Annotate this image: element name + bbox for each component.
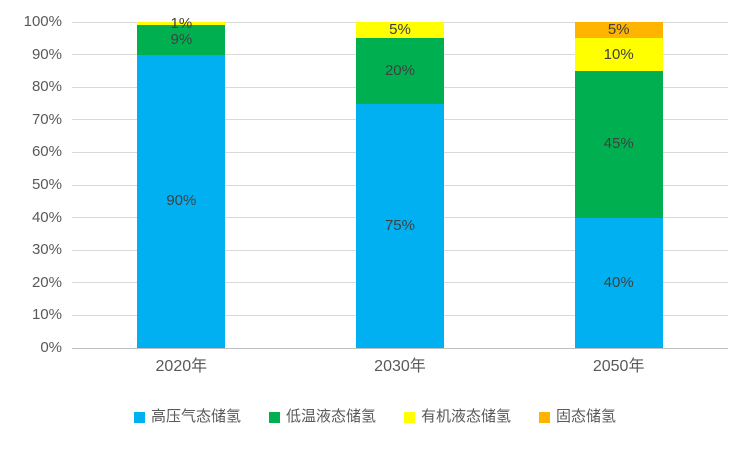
bar-segment: 45%	[574, 70, 663, 218]
data-label: 75%	[384, 216, 415, 234]
legend: 高压气态储氢 低温液态储氢 有机液态储氢 固态储氢	[0, 407, 750, 427]
y-tick-label: 40%	[31, 208, 62, 226]
x-axis: 2020年 2030年 2050年	[72, 356, 728, 380]
bar-column: 90% 9% 1%	[137, 15, 226, 348]
x-tick-label: 2020年	[155, 358, 208, 375]
y-tick-label: 90%	[31, 45, 62, 63]
bar-segment: 90%	[137, 54, 226, 348]
bar-slot: 75% 20% 5%	[291, 22, 510, 348]
legend-item: 有机液态储氢	[404, 407, 511, 427]
bar-column: 40% 45% 10% 5%	[574, 21, 663, 348]
bar-slot: 90% 9% 1%	[72, 15, 291, 348]
legend-swatch-icon	[539, 411, 551, 423]
bar-segment: 1%	[137, 15, 226, 31]
data-label: 5%	[389, 21, 411, 39]
data-label: 10%	[603, 45, 634, 63]
y-axis: 0% 10% 20% 30% 40% 50% 60% 70% 80% 90% 100%	[0, 13, 62, 356]
y-tick-label: 30%	[31, 241, 62, 259]
bar-segment: 10%	[574, 38, 663, 71]
data-label: 45%	[603, 135, 634, 153]
x-tick-label: 2050年	[592, 358, 645, 375]
y-tick-label: 100%	[23, 13, 62, 30]
bar-segment: 40%	[574, 217, 663, 348]
y-tick-label: 70%	[31, 110, 62, 128]
data-label: 40%	[603, 273, 634, 291]
legend-item: 低温液态储氢	[268, 407, 376, 427]
y-tick-label: 80%	[31, 78, 62, 96]
data-label: 1%	[170, 14, 193, 32]
plot-area: 90% 9% 1% 75% 20% 5% 40% 45% 10% 5%	[72, 15, 728, 349]
bar-column: 75% 20% 5%	[355, 21, 444, 348]
legend-item: 高压气态储氢	[133, 407, 241, 427]
data-label: 90%	[166, 192, 197, 210]
y-tick-label: 0%	[40, 339, 62, 356]
y-tick-label: 50%	[31, 176, 62, 193]
y-tick-label: 20%	[31, 273, 62, 291]
legend-swatch-icon	[404, 411, 415, 423]
bar-slot: 40% 45% 10% 5%	[509, 22, 728, 348]
legend-swatch-icon	[133, 411, 145, 423]
legend-label: 固态储氢	[556, 408, 617, 425]
bar-segment: 20%	[355, 38, 444, 104]
bar-segment: 5%	[574, 21, 663, 39]
y-tick-label: 10%	[31, 306, 62, 324]
data-label: 20%	[384, 61, 415, 79]
data-label: 9%	[170, 30, 193, 48]
bar-segment: 75%	[355, 103, 444, 348]
legend-label: 低温液态储氢	[285, 408, 376, 425]
x-tick-label: 2030年	[374, 358, 426, 375]
bar-segment: 9%	[137, 25, 226, 55]
legend-label: 高压气态储氢	[150, 408, 241, 425]
legend-swatch-icon	[268, 411, 280, 423]
y-tick-label: 60%	[31, 143, 62, 161]
y-gridline	[72, 21, 728, 23]
bar-segment: 5%	[355, 21, 444, 39]
legend-item: 固态储氢	[539, 407, 616, 427]
x-axis-line	[72, 347, 728, 349]
legend-label: 有机液态储氢	[421, 408, 512, 425]
data-label: 5%	[607, 21, 630, 39]
